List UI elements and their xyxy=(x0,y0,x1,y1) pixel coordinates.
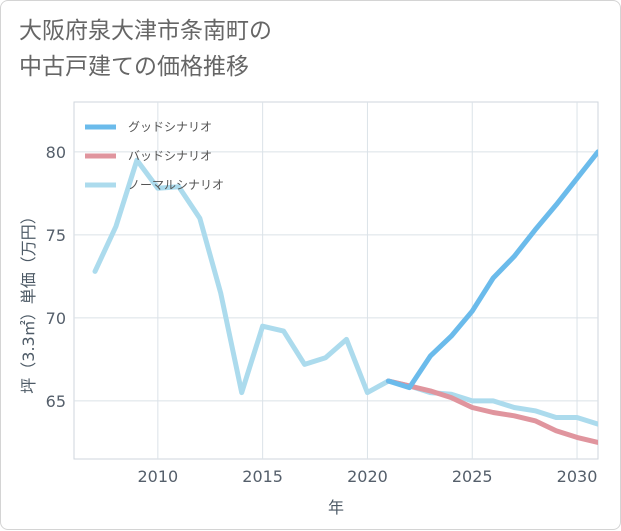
series-line-1 xyxy=(385,378,598,445)
legend-label-0: グッドシナリオ xyxy=(128,120,212,134)
y-tick-label: 65 xyxy=(46,392,66,411)
series-line-2 xyxy=(92,157,598,427)
y-tick-label: 70 xyxy=(46,309,66,328)
legend-label-1: バッドシナリオ xyxy=(128,149,212,163)
x-tick-label: 2015 xyxy=(242,467,283,486)
x-tick-label: 2010 xyxy=(137,467,178,486)
plot-area xyxy=(73,101,599,460)
x-axis-ticks: 2010 2015 2020 2025 2030 xyxy=(137,467,597,486)
x-tick-label: 2020 xyxy=(347,467,388,486)
x-tick-label: 2030 xyxy=(557,467,598,486)
series-line-0 xyxy=(385,149,598,391)
x-axis-label: 年 xyxy=(328,498,344,517)
x-tick-label: 2025 xyxy=(452,467,493,486)
series-lines xyxy=(92,149,598,445)
y-tick-label: 80 xyxy=(46,143,66,162)
y-tick-label: 75 xyxy=(46,226,66,245)
legend-label-2: ノーマルシナリオ xyxy=(128,178,224,192)
y-axis-ticks: 65 70 75 80 xyxy=(46,143,66,411)
y-axis-label: 坪（3.3㎡）単価（万円） xyxy=(19,208,38,393)
chart-title: 大阪府泉大津市条南町の 中古戸建ての価格推移 xyxy=(19,13,272,85)
chart-title-line1: 大阪府泉大津市条南町の xyxy=(19,18,272,44)
chart-title-line2: 中古戸建ての価格推移 xyxy=(19,54,249,80)
